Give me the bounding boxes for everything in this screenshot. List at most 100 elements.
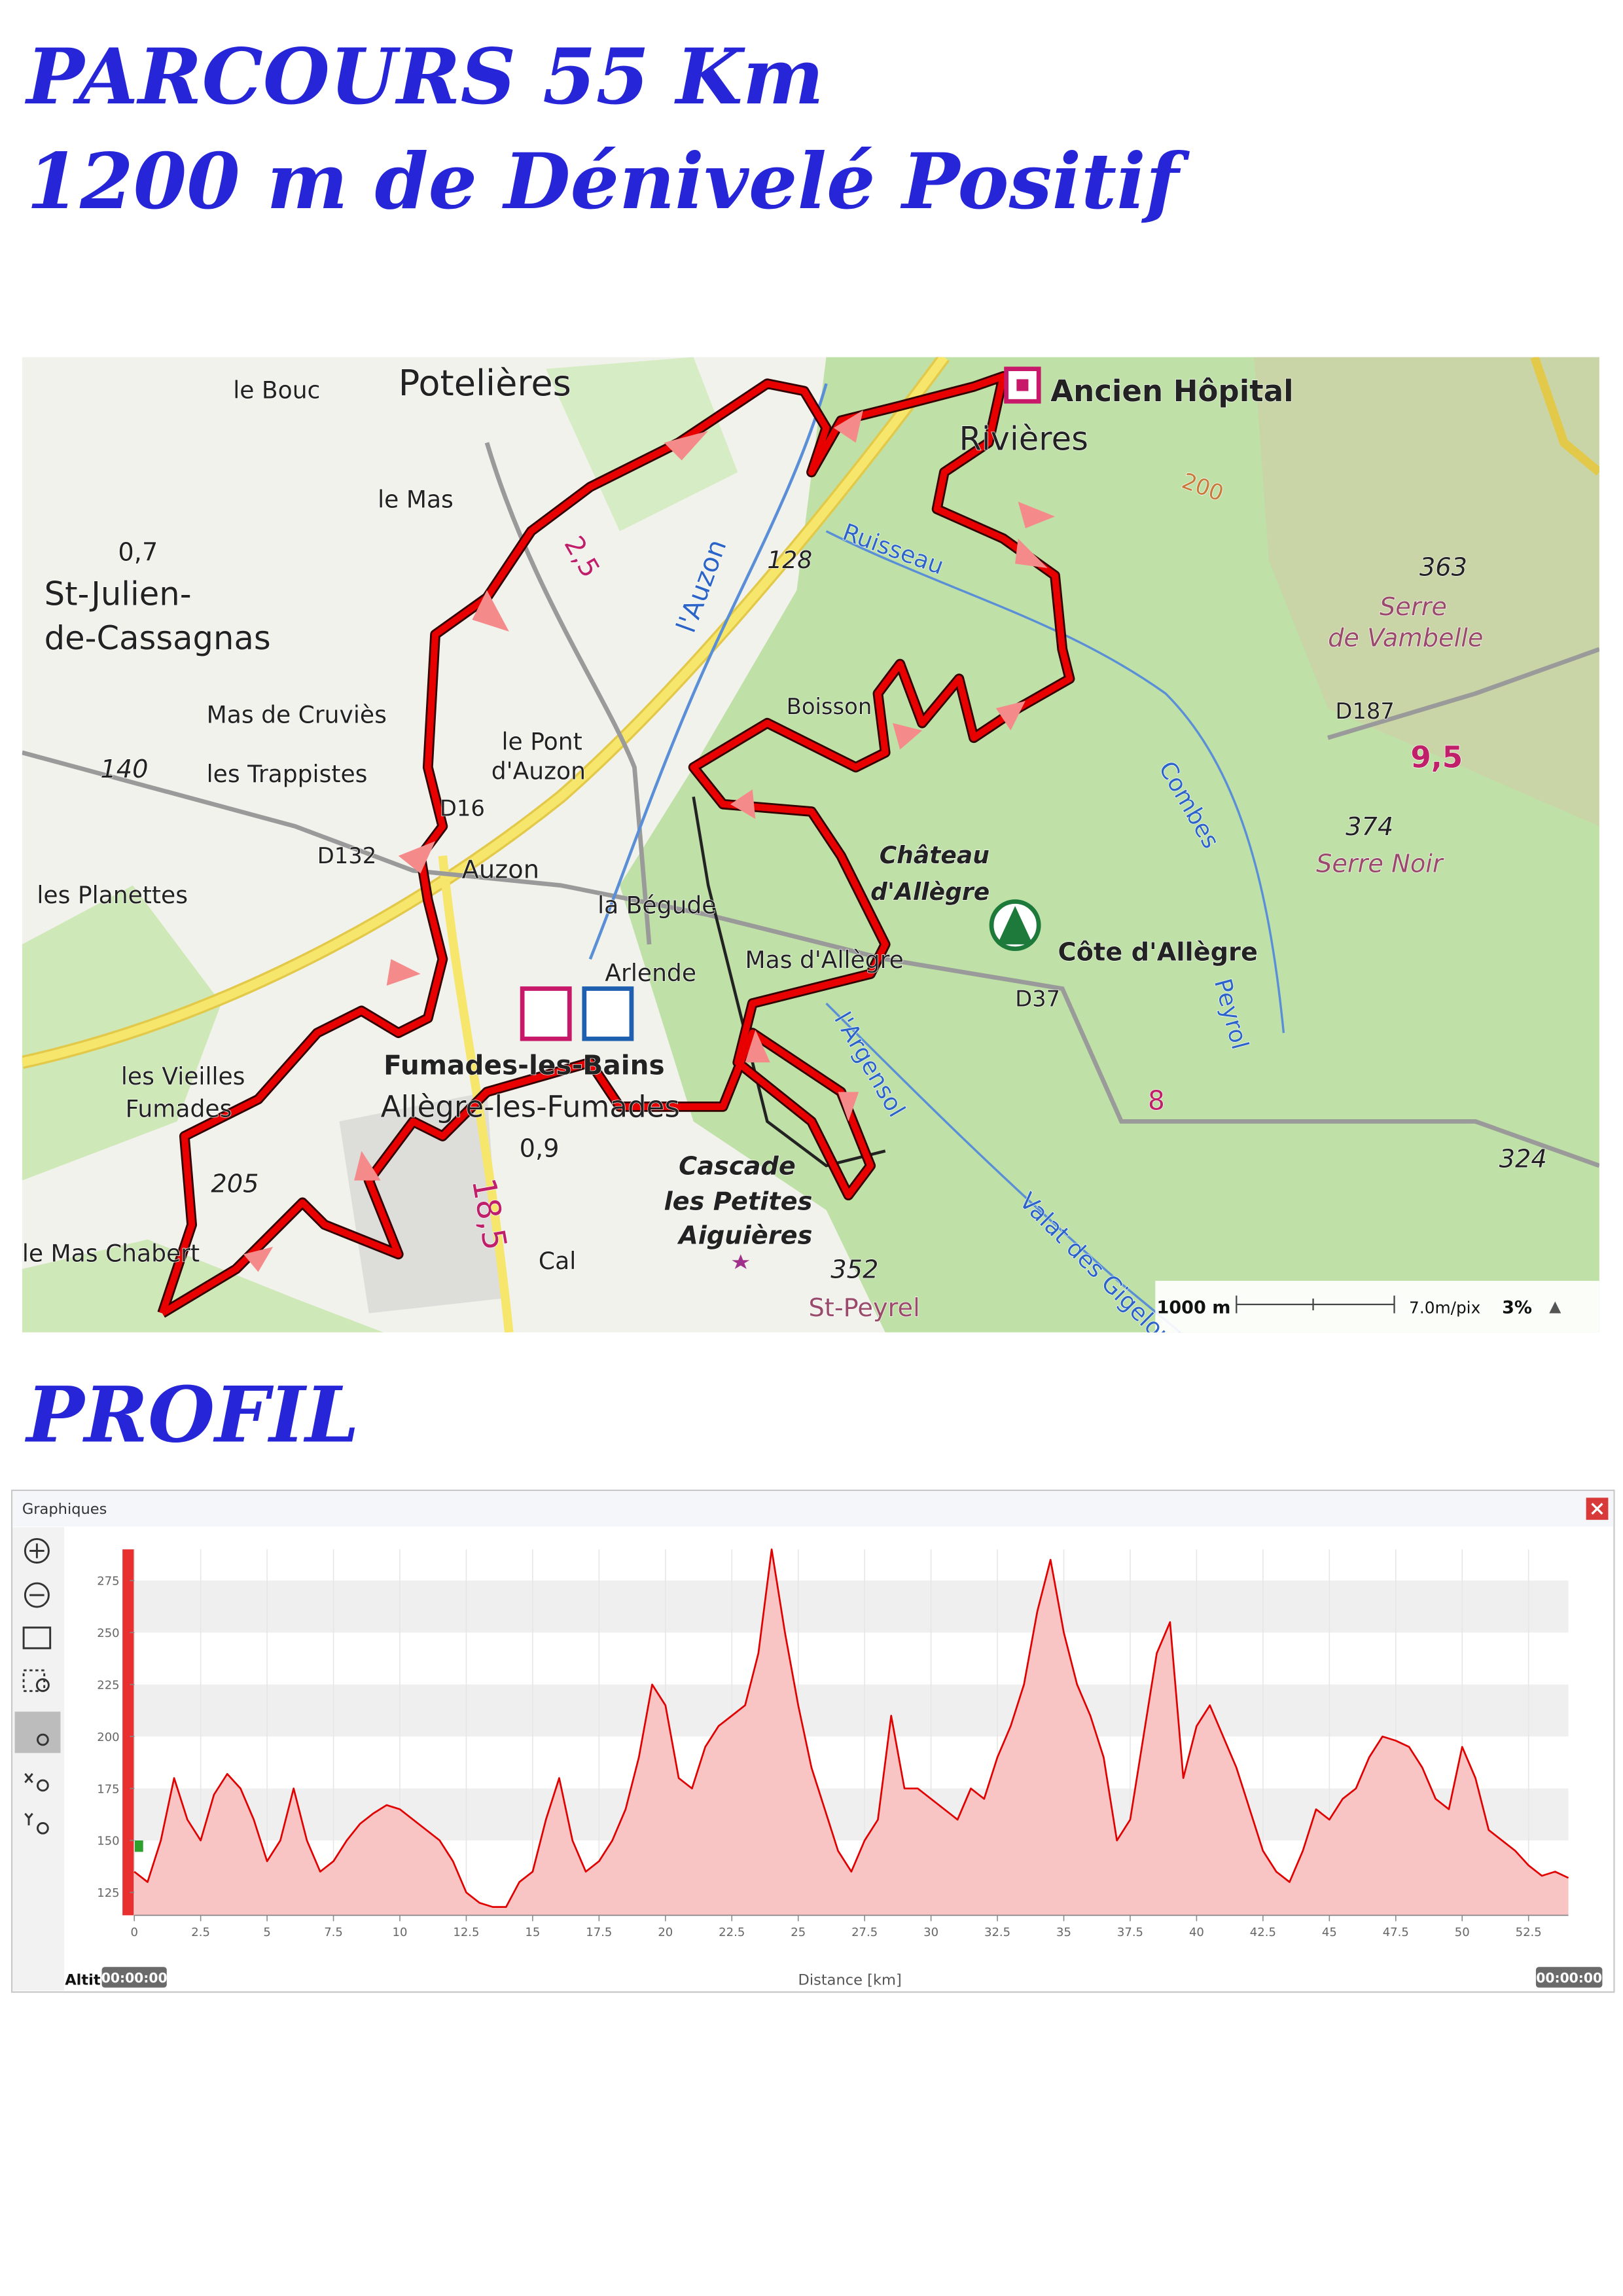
x-tick-label: 35: [1056, 1926, 1071, 1939]
map-label: 0,7: [118, 538, 158, 567]
time-badge: [101, 1967, 167, 1988]
y-tick-label: 150: [97, 1835, 119, 1848]
arrow: [892, 723, 923, 750]
x-tick-label: 30: [923, 1926, 938, 1939]
map-label: Mas de Cruviès: [207, 702, 387, 729]
zoom-button[interactable]: [1549, 1301, 1561, 1314]
grid-band: [134, 1580, 1569, 1633]
x-tick-label: 20: [658, 1926, 673, 1939]
arrow: [1015, 538, 1048, 568]
map-label: Fumades: [126, 1096, 232, 1123]
window-title: Graphiques: [22, 1501, 107, 1518]
arrow: [386, 959, 421, 986]
map-label: Rivières: [959, 420, 1088, 458]
x-tick-label: 7.5: [324, 1926, 343, 1939]
map-label: les Trappistes: [207, 761, 368, 788]
toolbar-icons: [14, 1537, 61, 1835]
x-zoom-button[interactable]: [37, 1779, 49, 1792]
x-tick-label: 2.5: [191, 1926, 210, 1939]
town: [339, 1092, 502, 1314]
map-label: St-Julien-: [45, 575, 192, 613]
map-label: 128: [767, 547, 812, 574]
fit-button[interactable]: [22, 1626, 52, 1649]
map-label: 324: [1499, 1144, 1547, 1174]
arrow: [664, 431, 709, 461]
map-label: Ancien Hôpital: [1050, 374, 1293, 408]
x-tick-label: 47.5: [1383, 1926, 1409, 1939]
zoom-in-icon: [29, 1543, 45, 1558]
title-line: 1200 m de Dénivelé Positif: [27, 136, 1190, 226]
xy-zoom-button[interactable]: [14, 1712, 61, 1753]
road: [484, 442, 652, 945]
window-frame: [10, 1489, 1615, 1993]
y-tick-label: 250: [97, 1626, 119, 1640]
area: [134, 1549, 1569, 1916]
map-label: de Vambelle: [1328, 623, 1483, 653]
map-label: le Mas: [378, 486, 454, 514]
range-marker[interactable]: [134, 1839, 143, 1852]
map-label: Côte d'Allègre: [1058, 938, 1258, 967]
main-road: [22, 357, 948, 1067]
x-tick-label: 22.5: [719, 1926, 745, 1939]
map: 1000 m 7.0m/pix 3% le Bouc Potelières le M…: [22, 357, 1599, 1333]
arrow: [833, 410, 863, 443]
forest: [546, 357, 738, 531]
map-label: Cal: [539, 1247, 576, 1275]
poi-icon: [582, 986, 634, 1041]
arrow: [995, 700, 1026, 730]
scale-bar: [1236, 1295, 1395, 1314]
x-tick-label: 17.5: [586, 1926, 612, 1939]
poi-icon: [520, 986, 572, 1041]
map-label: Mas d'Allègre: [745, 946, 904, 974]
arrow: [243, 1247, 274, 1272]
map-label: 8: [1148, 1085, 1165, 1116]
y-axis-label: Altit: [65, 1971, 101, 1988]
resolution-label: 7.0m/pix: [1409, 1299, 1480, 1318]
zoom-box-button[interactable]: [22, 1669, 46, 1693]
x-zoom-icon: [24, 1772, 33, 1784]
map-label: Allègre-les-Fumades: [381, 1090, 680, 1124]
x-tick-label: 52.5: [1516, 1926, 1542, 1939]
map-label: Château: [880, 842, 990, 869]
map-label: la Bégude: [597, 892, 716, 920]
y-zoom-button[interactable]: [37, 1821, 49, 1835]
arrow: [730, 789, 756, 819]
arrow: [838, 1092, 859, 1122]
arrow: [745, 1030, 770, 1063]
map-label: 140: [100, 755, 148, 784]
y-tick-label: 225: [97, 1678, 119, 1692]
map-label: Serre: [1380, 592, 1447, 622]
title-bar: [12, 1491, 1614, 1527]
map-label: d'Auzon: [491, 757, 586, 785]
road: [1530, 357, 1599, 476]
x-tick-label: 37.5: [1117, 1926, 1143, 1939]
map-label: 352: [830, 1255, 878, 1284]
x-tick-label: 32.5: [984, 1926, 1010, 1939]
zoom-in[interactable]: [24, 1537, 50, 1564]
map-label: D16: [440, 796, 485, 821]
zoom-box-icon: [35, 1678, 50, 1693]
y-tick-label: 275: [97, 1575, 119, 1588]
map-label: les Vieilles: [121, 1063, 245, 1090]
grid-band: [134, 1684, 1569, 1737]
time-start: 00:00:00: [101, 1970, 168, 1986]
poi-icon: [1016, 379, 1029, 391]
map-label: 9,5: [1410, 740, 1463, 774]
map-label: 0,9: [520, 1134, 560, 1164]
map-label: Boisson: [787, 694, 872, 719]
poi-icon: [997, 906, 1033, 944]
zoom-out[interactable]: [24, 1582, 50, 1608]
x-tick-label: 25: [791, 1926, 806, 1939]
toolbar: [12, 1527, 65, 1991]
plot: 125 150 175 200 225 250 275 0 2.5 5 7.5 10 12.5 15 17.…: [97, 1548, 1569, 1939]
river: [588, 383, 828, 960]
map-label: D187: [1335, 698, 1395, 724]
river: [825, 530, 1285, 1033]
map-label: les Planettes: [37, 882, 188, 909]
map-label: D37: [1015, 986, 1060, 1012]
arrow: [472, 590, 509, 632]
arrow: [398, 841, 436, 874]
map-label: St-Peyrel: [808, 1293, 919, 1323]
range-slider[interactable]: [122, 1549, 135, 1916]
